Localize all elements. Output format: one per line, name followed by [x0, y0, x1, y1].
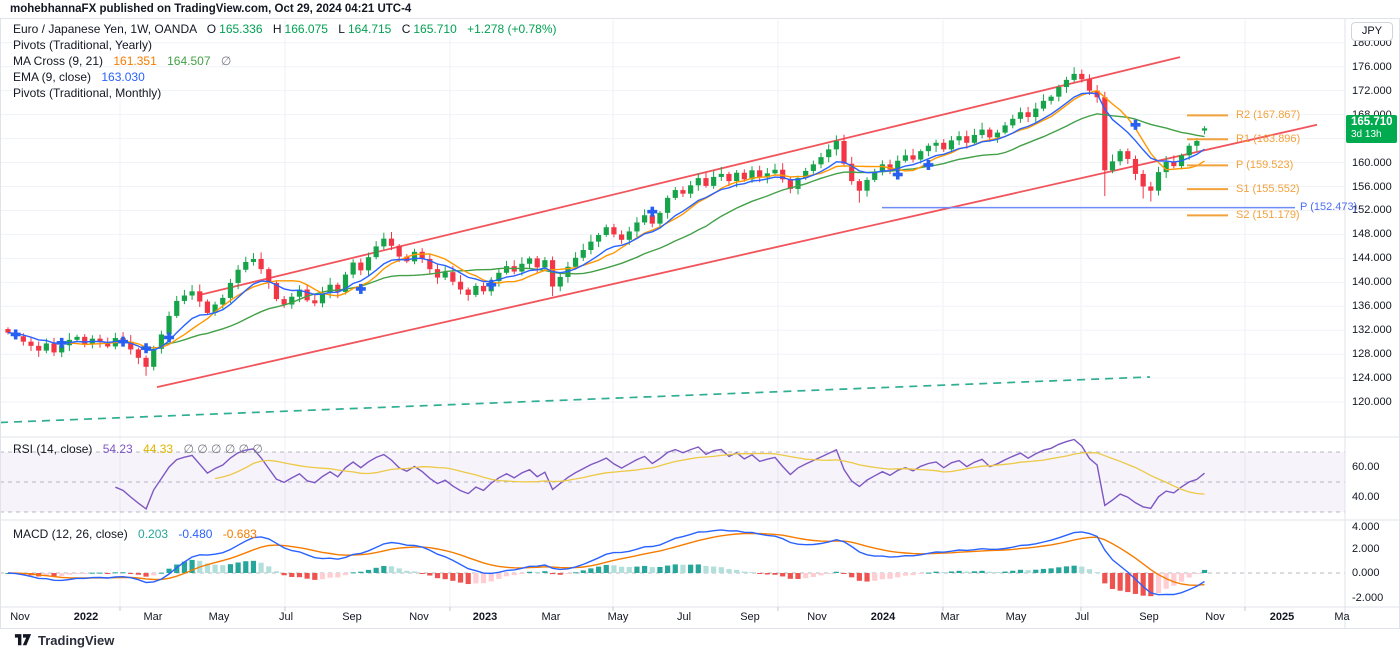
price-axis-label: 120.000 [1352, 396, 1392, 409]
pivots-monthly-row[interactable]: Pivots (Traditional, Monthly) [13, 85, 557, 101]
ema-value: 163.030 [101, 70, 145, 84]
indicator-axis-label: -2.000 [1352, 592, 1384, 604]
time-axis-label: Nov [10, 611, 30, 623]
time-axis-label: May [607, 611, 629, 623]
price-axis-label: 132.000 [1352, 324, 1392, 337]
high-label: H [272, 22, 282, 36]
close-label: C [401, 22, 411, 36]
currency-axis-button[interactable]: JPY [1351, 22, 1393, 41]
time-axis-label: Jul [278, 611, 294, 623]
macd-legend[interactable]: MACD (12, 26, close) 0.203 -0.480 -0.683 [13, 526, 257, 542]
last-price-value: 165.710 [1351, 116, 1393, 128]
rsi-label: RSI (14, close) [13, 442, 93, 456]
time-axis-label: 2025 [1269, 611, 1295, 623]
price-axis-label: 156.000 [1352, 180, 1392, 193]
macd-label: MACD (12, 26, close) [13, 527, 128, 541]
last-price-tag: 165.710 3d 13h [1346, 115, 1397, 143]
price-axis-label: 140.000 [1352, 276, 1392, 289]
price-axis-label: 160.000 [1352, 156, 1392, 169]
close-value: 165.710 [413, 22, 457, 36]
time-axis-label: Mar [541, 611, 561, 623]
high-value: 166.075 [284, 22, 328, 36]
macd-hist-value: 0.203 [138, 527, 169, 541]
change-value: +1.278 (+0.78%) [467, 22, 557, 36]
time-axis-label: Nov [807, 611, 827, 623]
open-value: 165.336 [219, 22, 263, 36]
time-axis-label: Sep [1139, 611, 1159, 623]
low-label: L [338, 22, 345, 36]
ma-cross-slow-value: 164.507 [167, 54, 211, 68]
indicator-axis-label: 2.000 [1352, 543, 1380, 555]
price-axis-label: 152.000 [1352, 204, 1392, 217]
pivot-label-monthly: R1 (163.896) [1236, 133, 1301, 146]
rsi-legend[interactable]: RSI (14, close) 54.23 44.33 ∅ ∅ ∅ ∅ ∅ ∅ [13, 441, 263, 457]
ma-cross-label: MA Cross (9, 21) [13, 54, 104, 68]
time-axis-label: Mar [143, 611, 163, 623]
price-axis-label: 128.000 [1352, 348, 1392, 361]
price-axis-label: 172.000 [1352, 84, 1392, 97]
indicator-axis-label: 0.000 [1352, 567, 1380, 579]
time-axis-label: May [1005, 611, 1027, 623]
pivot-label-monthly: R2 (167.867) [1236, 109, 1301, 122]
ma-cross-row[interactable]: MA Cross (9, 21) 161.351 164.507 ∅ [13, 53, 557, 69]
footer: TradingView [14, 632, 114, 648]
macd-line-value: -0.480 [178, 527, 213, 541]
time-axis-label: Ma [1334, 611, 1350, 623]
ma-cross-fast-value: 161.351 [113, 54, 157, 68]
symbol-legend-row[interactable]: Euro / Japanese Yen, 1W, OANDA O 165.336 … [13, 21, 557, 37]
low-value: 164.715 [347, 22, 392, 36]
rsi-empty-markers: ∅ ∅ ∅ ∅ ∅ ∅ [183, 442, 263, 456]
symbol-title: Euro / Japanese Yen, 1W, OANDA [13, 22, 197, 36]
pivot-label-monthly: S2 (151.179) [1236, 209, 1300, 222]
time-axis-label: May [208, 611, 230, 623]
brand-name[interactable]: TradingView [38, 632, 115, 648]
main-legend: Euro / Japanese Yen, 1W, OANDA O 165.336 … [13, 21, 557, 101]
published-byline: mohebhannaFX published on TradingView.co… [10, 3, 412, 15]
pivot-label-monthly: S1 (155.552) [1236, 183, 1300, 196]
open-label: O [206, 22, 217, 36]
pivots-yearly-row[interactable]: Pivots (Traditional, Yearly) [13, 37, 557, 53]
pivots-yearly-label: Pivots (Traditional, Yearly) [13, 38, 152, 52]
indicator-axis-label: 40.00 [1352, 491, 1380, 503]
time-axis-label: Jul [1074, 611, 1090, 623]
ma-cross-empty-marker: ∅ [220, 54, 232, 68]
rsi-ma-value: 44.33 [143, 442, 174, 456]
bar-countdown: 3d 13h [1351, 129, 1382, 140]
ema-label: EMA (9, close) [13, 70, 92, 84]
indicator-axis-label: 4.000 [1352, 521, 1380, 533]
price-axis-label: 144.000 [1352, 252, 1392, 265]
time-axis-label: 2022 [73, 611, 99, 623]
pivots-monthly-label: Pivots (Traditional, Monthly) [13, 86, 162, 100]
time-axis-label: Mar [940, 611, 960, 623]
rsi-value: 54.23 [102, 442, 133, 456]
ema-row[interactable]: EMA (9, close) 163.030 [13, 69, 557, 85]
pivot-label-monthly: P (159.523) [1236, 159, 1294, 172]
macd-signal-value: -0.683 [222, 527, 257, 541]
price-axis-label: 136.000 [1352, 300, 1392, 313]
pivot-label-yearly: P (152.473) [1300, 200, 1358, 213]
price-axis-label: 176.000 [1352, 60, 1392, 73]
time-axis-label: Sep [342, 611, 362, 623]
price-axis-label: 148.000 [1352, 228, 1392, 241]
price-axis-label: 124.000 [1352, 372, 1392, 385]
time-axis-label: Jul [676, 611, 692, 623]
time-axis-label: Nov [409, 611, 429, 623]
time-axis-label: Nov [1205, 611, 1225, 623]
indicator-axis-label: 60.00 [1352, 461, 1380, 473]
time-axis-label: Sep [740, 611, 760, 623]
time-axis-label: 2024 [870, 611, 896, 623]
time-axis-label: 2023 [472, 611, 498, 623]
tradingview-logo-icon[interactable] [14, 632, 32, 648]
